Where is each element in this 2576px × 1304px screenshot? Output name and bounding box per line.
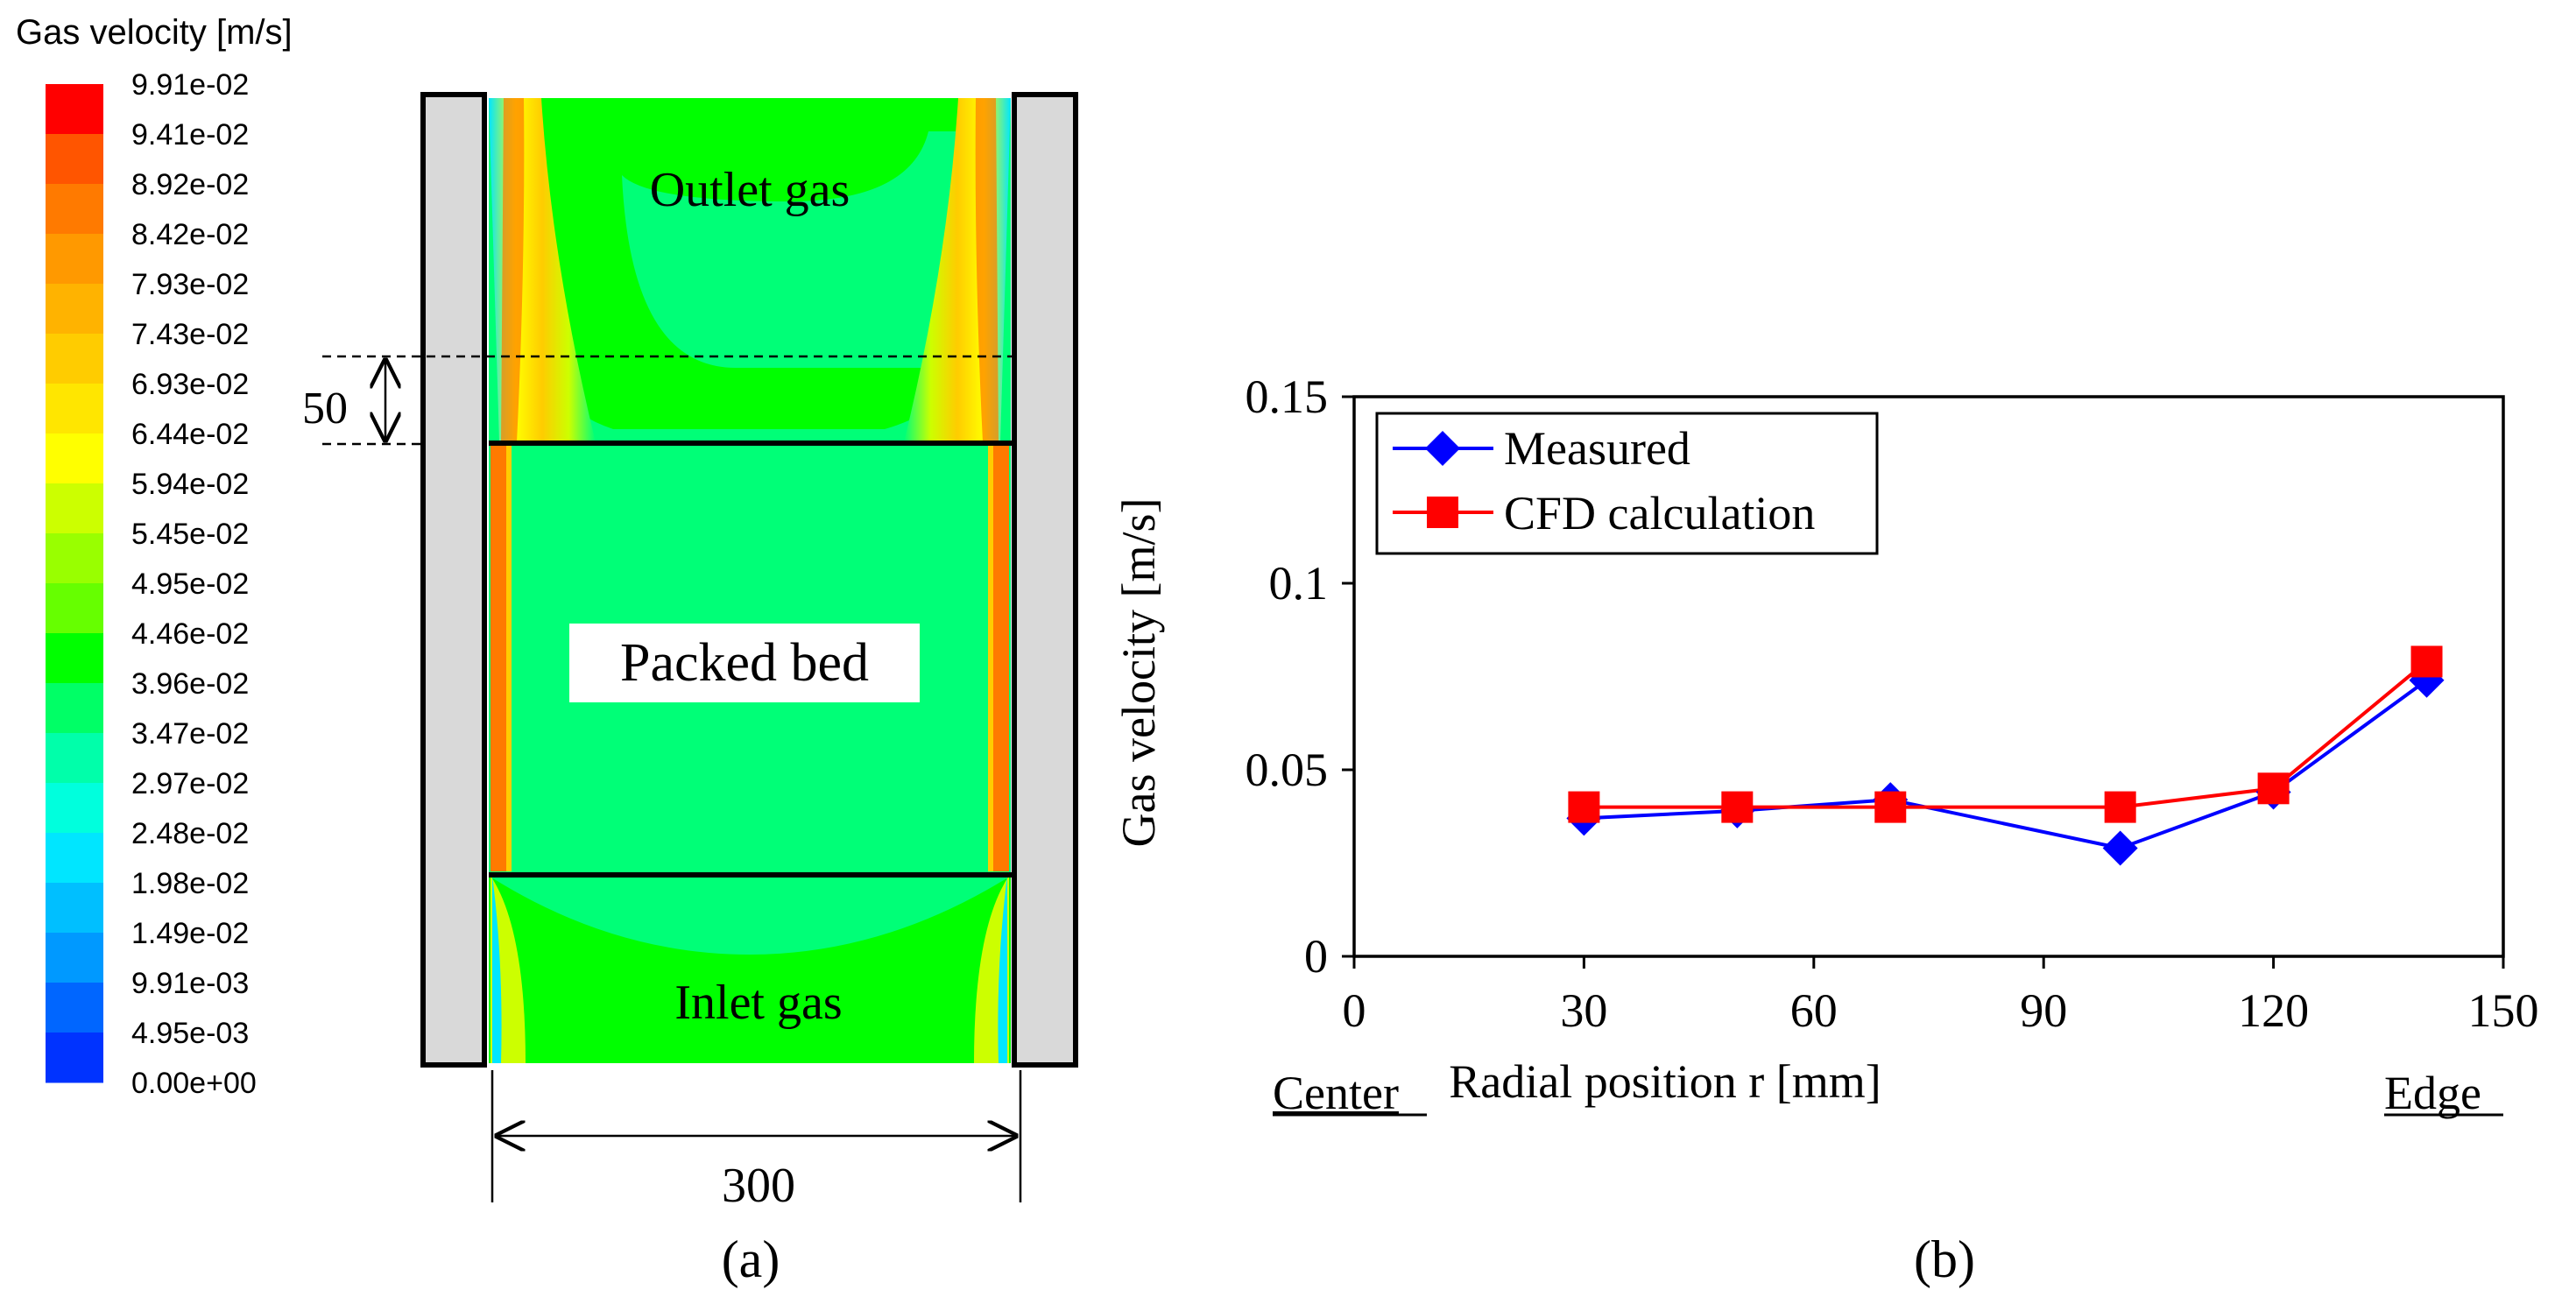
colorbar-tick-label: 3.47e-02 <box>131 717 249 751</box>
legend-measured-label: Measured <box>1504 422 1690 475</box>
colorbar-tick-label: 9.41e-02 <box>131 118 249 152</box>
right-bed-wall-jet-edge <box>988 442 993 871</box>
caption-a: (a) <box>722 1230 780 1288</box>
colorbar-tick-label: 1.49e-02 <box>131 917 249 950</box>
cfd-point <box>2104 791 2136 823</box>
cfd-point <box>2410 645 2443 678</box>
cfd-point <box>1721 791 1754 823</box>
left-bed-wall-jet-edge <box>506 442 512 871</box>
right-inlet-jet-core <box>998 876 1007 1063</box>
colorbar-tick-label: 5.94e-02 <box>131 468 249 501</box>
left-inlet-jet-core <box>492 876 502 1063</box>
inlet-gas-label: Inlet gas <box>674 976 842 1030</box>
y-tick-label: 0.05 <box>1246 744 1329 796</box>
colorbar-tick-label: 2.48e-02 <box>131 817 249 850</box>
outlet-core-region <box>613 98 928 175</box>
colorbar-tick-label: 9.91e-03 <box>131 967 249 1000</box>
colorbar-tick-label: 8.92e-02 <box>131 168 249 201</box>
x-tick-label: 150 <box>2468 984 2539 1037</box>
right-wall <box>1012 92 1078 1068</box>
packed-bed-label-box <box>569 624 920 702</box>
colorbar-swatch <box>46 633 103 684</box>
right-bed-wall-jet <box>993 442 1009 871</box>
colorbar-swatch <box>46 483 103 534</box>
colorbar-tick-label: 8.42e-02 <box>131 218 249 251</box>
colorbar-swatch <box>46 783 103 834</box>
panel-b: 0 0.05 0.1 0.15 0 30 60 90 120 150 Radial positi… <box>1112 370 2539 1288</box>
colorbar-tick-label: 7.43e-02 <box>131 318 249 351</box>
y-tick-label: 0 <box>1304 930 1328 983</box>
y-tick-label: 0.15 <box>1246 370 1329 423</box>
colorbar-tick-label: 3.96e-02 <box>131 667 249 701</box>
series-line-measured <box>1584 679 2428 850</box>
colorbar-tick-label: 5.45e-02 <box>131 518 249 551</box>
colorbar-swatch <box>46 334 103 384</box>
series-line-cfd <box>1584 659 2428 809</box>
colorbar: 9.91e-02 9.41e-02 8.92e-02 8.42e-02 7.93e-02… <box>46 68 257 1100</box>
left-wall <box>420 92 487 1068</box>
plot-area <box>1352 395 2505 958</box>
x-tick-label: 30 <box>1560 984 1607 1037</box>
legend-cfd-label: CFD calculation <box>1504 487 1815 539</box>
colorbar-tick-label: 4.95e-02 <box>131 567 249 601</box>
measured-point <box>2102 830 2138 866</box>
x-axis: 0 30 60 90 120 150 <box>1343 956 2539 1037</box>
colorbar-swatch <box>46 234 103 285</box>
colorbar-swatch <box>46 583 103 634</box>
x-tick-label: 0 <box>1343 984 1366 1037</box>
cfd-point <box>1874 791 1907 823</box>
colorbar-title: Gas velocity [m/s] <box>16 13 293 52</box>
colorbar-swatch <box>46 134 103 185</box>
colorbar-swatch <box>46 933 103 983</box>
x-tick-label: 90 <box>2020 984 2067 1037</box>
packed-bed-label: Packed bed <box>620 633 869 693</box>
y-axis-title: Gas velocity [m/s] <box>1112 498 1165 848</box>
colorbar-swatch <box>46 1033 103 1083</box>
colorbar-tick-label: 4.95e-03 <box>131 1017 249 1050</box>
outlet-low-region <box>622 131 972 368</box>
colorbar-tick-label: 7.93e-02 <box>131 268 249 301</box>
cfd-point <box>1568 791 1600 823</box>
y-axis: 0 0.05 0.1 0.15 <box>1246 370 1354 983</box>
colorbar-swatch <box>46 384 103 434</box>
colorbar-tick-label: 0.00e+00 <box>131 1067 257 1100</box>
colorbar-swatch <box>46 284 103 335</box>
dim-300-label: 300 <box>722 1159 795 1213</box>
colorbar-swatch <box>46 833 103 884</box>
legend: Measured CFD calculation <box>1375 412 1879 555</box>
reactor: 50 Outlet gas Packed bed Inlet gas 300 (… <box>302 92 1078 1288</box>
colorbar-swatch <box>46 883 103 934</box>
colorbar-swatch <box>46 533 103 584</box>
colorbar-swatch <box>46 683 103 734</box>
center-label: Center <box>1273 1067 1399 1119</box>
colorbar-swatch <box>46 184 103 235</box>
colorbar-swatch <box>46 983 103 1033</box>
x-axis-title: Radial position r [mm] <box>1449 1055 1881 1108</box>
colorbar-tick-label: 9.91e-02 <box>131 68 249 102</box>
colorbar-swatch <box>46 733 103 784</box>
legend-cfd-marker <box>1427 497 1458 528</box>
colorbar-tick-label: 4.46e-02 <box>131 617 249 651</box>
colorbar-swatch <box>46 84 103 135</box>
caption-b: (b) <box>1914 1230 1975 1288</box>
series-layer <box>1566 645 2445 866</box>
legend-box <box>1375 412 1879 555</box>
legend-measured-marker <box>1425 431 1460 466</box>
edge-label: Edge <box>2384 1067 2481 1119</box>
x-tick-label: 60 <box>1790 984 1838 1037</box>
left-bed-wall-jet <box>490 442 506 871</box>
outlet-gas-label: Outlet gas <box>650 163 850 217</box>
colorbar-tick-label: 6.93e-02 <box>131 368 249 401</box>
x-tick-label: 120 <box>2238 984 2309 1037</box>
colorbar-tick-label: 1.98e-02 <box>131 867 249 900</box>
colorbar-tick-label: 6.44e-02 <box>131 418 249 451</box>
cfd-point <box>2257 772 2290 805</box>
y-tick-label: 0.1 <box>1269 557 1329 610</box>
colorbar-swatch <box>46 433 103 484</box>
inlet-high-region <box>489 876 1011 1063</box>
panel-a: Gas velocity [m/s] 9.91e-02 9.41e-02 8.92e… <box>16 13 1078 1288</box>
colorbar-tick-label: 2.97e-02 <box>131 767 249 800</box>
dim-50-label: 50 <box>302 384 348 433</box>
